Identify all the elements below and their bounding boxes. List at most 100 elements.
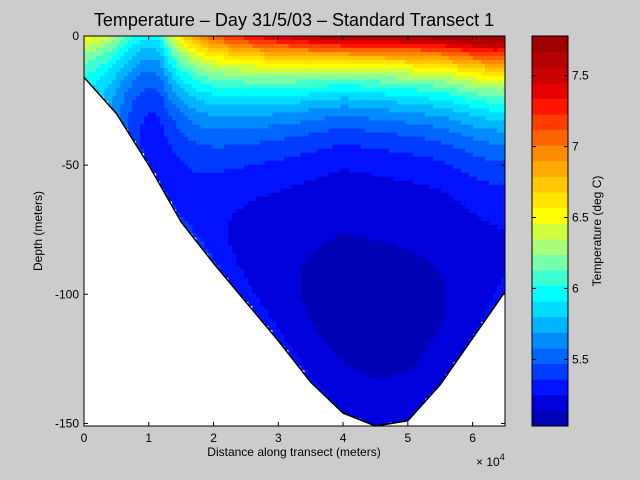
temperature-cell <box>384 72 390 77</box>
temperature-cell <box>376 277 382 282</box>
temperature-cell <box>100 88 105 93</box>
temperature-cell <box>296 44 302 49</box>
temperature-cell <box>328 245 334 250</box>
temperature-cell <box>336 72 342 77</box>
temperature-cell <box>388 192 394 198</box>
temperature-cell <box>192 176 197 182</box>
temperature-cell <box>200 168 205 174</box>
temperature-cell <box>320 321 326 327</box>
temperature-cell <box>400 184 406 190</box>
temperature-cell <box>344 253 350 258</box>
temperature-cell <box>340 156 346 162</box>
temperature-cell <box>200 120 205 126</box>
temperature-cell <box>260 301 266 306</box>
temperature-cell <box>344 309 350 315</box>
temperature-cell <box>376 136 382 142</box>
temperature-cell <box>156 76 161 81</box>
temperature-cell <box>328 329 334 335</box>
temperature-cell <box>212 216 217 222</box>
temperature-cell <box>140 92 145 97</box>
temperature-cell <box>268 305 274 310</box>
temperature-cell <box>308 273 314 278</box>
temperature-cell <box>268 184 274 190</box>
temperature-cell <box>380 192 386 198</box>
temperature-cell <box>392 237 398 242</box>
temperature-cell <box>280 116 286 122</box>
temperature-cell <box>360 321 366 327</box>
temperature-cell <box>336 361 342 367</box>
temperature-cell <box>304 148 310 154</box>
temperature-cell <box>232 249 237 254</box>
temperature-cell <box>392 168 398 174</box>
temperature-cell <box>304 80 310 85</box>
temperature-cell <box>300 241 306 246</box>
temperature-cell <box>400 277 406 282</box>
temperature-cell <box>216 261 221 266</box>
temperature-cell <box>320 285 326 290</box>
temperature-cell <box>360 124 366 130</box>
temperature-cell <box>148 92 153 97</box>
temperature-cell <box>400 108 406 113</box>
temperature-cell <box>104 60 109 65</box>
temperature-cell <box>376 401 382 407</box>
temperature-cell <box>312 228 318 234</box>
temperature-cell <box>332 188 338 194</box>
temperature-cell <box>316 64 322 69</box>
temperature-cell <box>144 148 149 154</box>
temperature-cell <box>276 164 282 170</box>
temperature-cell <box>280 88 286 93</box>
temperature-cell <box>340 349 346 355</box>
temperature-cell <box>328 120 334 126</box>
temperature-cell <box>168 152 173 158</box>
temperature-cell <box>184 60 189 65</box>
temperature-cell <box>124 44 129 49</box>
temperature-cell <box>252 64 258 69</box>
temperature-cell <box>364 341 370 347</box>
temperature-cell <box>344 160 350 166</box>
temperature-cell <box>376 413 382 419</box>
temperature-cell <box>352 152 358 158</box>
temperature-cell <box>192 140 197 146</box>
temperature-cell <box>400 313 406 319</box>
temperature-cell <box>356 208 362 214</box>
temperature-cell <box>332 341 338 347</box>
temperature-cell <box>272 144 278 150</box>
temperature-cell <box>264 192 270 198</box>
temperature-cell <box>152 152 157 158</box>
temperature-cell <box>244 68 249 73</box>
temperature-cell <box>308 321 314 327</box>
temperature-cell <box>348 393 354 399</box>
temperature-cell <box>376 317 382 323</box>
temperature-cell <box>400 144 406 150</box>
temperature-cell <box>176 192 181 198</box>
temperature-cell <box>360 92 366 97</box>
temperature-cell <box>364 104 370 109</box>
temperature-cell <box>316 293 322 298</box>
temperature-cell <box>216 224 221 230</box>
temperature-cell <box>156 40 161 45</box>
temperature-cell <box>340 220 346 226</box>
temperature-cell <box>152 108 157 113</box>
temperature-cell <box>164 172 169 178</box>
temperature-cell <box>312 345 318 351</box>
temperature-cell <box>216 148 221 154</box>
temperature-cell <box>332 196 338 202</box>
temperature-cell <box>320 345 326 351</box>
temperature-cell <box>320 361 326 367</box>
temperature-cell <box>220 216 225 222</box>
temperature-cell <box>364 273 370 278</box>
temperature-cell <box>220 265 225 270</box>
temperature-cell <box>372 96 378 101</box>
temperature-cell <box>268 104 274 109</box>
temperature-cell <box>396 397 402 403</box>
temperature-cell <box>252 156 258 162</box>
temperature-cell <box>96 76 101 81</box>
temperature-cell <box>128 116 133 122</box>
temperature-cell <box>364 313 370 319</box>
temperature-cell <box>264 112 270 118</box>
temperature-cell <box>284 188 290 194</box>
temperature-cell <box>224 80 229 85</box>
temperature-cell <box>324 309 330 315</box>
temperature-cell <box>380 421 386 426</box>
temperature-cell <box>240 36 245 41</box>
